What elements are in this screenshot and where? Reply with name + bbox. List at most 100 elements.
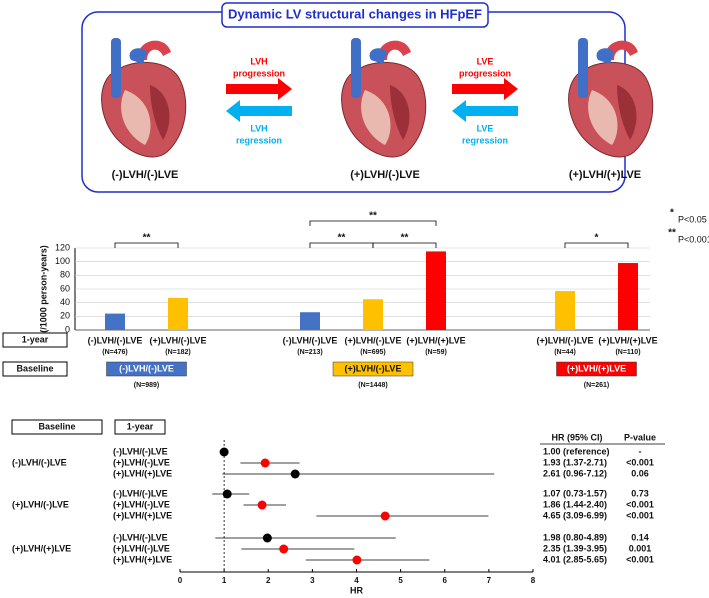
- x-tick-label: (-)LVH/(-)LVE: [88, 335, 143, 345]
- x-tick-label: (+)LVH/(-)LVE: [537, 335, 594, 345]
- x-tick-label: 8: [531, 576, 536, 585]
- significance-bracket: [309, 242, 374, 248]
- p-value: <0.001: [626, 499, 654, 509]
- y-tick-label: 40: [60, 297, 70, 307]
- title-box: [221, 2, 489, 28]
- x-tick-label: 5: [398, 576, 403, 585]
- header: 1-year: [127, 421, 154, 431]
- x-tick-label: 6: [443, 576, 448, 585]
- bar: [363, 299, 383, 330]
- transition-label: regression: [462, 135, 508, 145]
- significance-label: **: [401, 233, 409, 244]
- state-label: (-)LVH/(-)LVE: [112, 169, 179, 181]
- hr-label: 1.98 (0.80-4.89): [543, 532, 607, 542]
- n-label: (N=59): [425, 349, 447, 356]
- n-label: (N=44): [554, 349, 576, 356]
- hr-label: 1.07 (0.73-1.57): [543, 488, 607, 498]
- p-value: 0.06: [631, 468, 649, 478]
- y-tick-label: 80: [60, 270, 70, 280]
- n-label: (N=182): [165, 349, 190, 356]
- p-value: <0.001: [626, 510, 654, 520]
- group-label: (+)LVH/(+)LVE: [12, 543, 71, 553]
- significance-bracket: [372, 242, 437, 248]
- bar: [168, 297, 188, 330]
- row-label: (-)LVH/(-)LVE: [113, 488, 168, 498]
- row-label-box: [2, 332, 68, 348]
- row-label: (+)LVH/(-)LVE: [113, 499, 170, 509]
- baseline-n: (N=1448): [358, 382, 387, 389]
- hr-point: [262, 533, 272, 543]
- header-box: [114, 419, 166, 435]
- hr-point: [260, 458, 270, 468]
- x-tick-label: (+)LVH/(-)LVE: [150, 335, 207, 345]
- heart-icon: [568, 37, 654, 158]
- legend-label: P<0.05: [678, 214, 707, 224]
- baseline-badge: [106, 361, 187, 377]
- row-label: 1-year: [22, 334, 49, 344]
- n-label: (N=476): [102, 349, 127, 356]
- legend-symbol: *: [670, 208, 674, 219]
- x-tick-label: 3: [310, 576, 315, 585]
- baseline-badge: [332, 361, 414, 377]
- significance-label: **: [369, 211, 377, 222]
- group-label: (-)LVH/(-)LVE: [12, 457, 67, 467]
- transition-label: progression: [233, 68, 285, 78]
- transition-label: LVE: [477, 123, 494, 133]
- row-label: (+)LVH/(-)LVE: [113, 543, 170, 553]
- hr-label: 1.00 (reference): [543, 446, 610, 456]
- row-label: (-)LVH/(-)LVE: [113, 446, 168, 456]
- arrow-progression: [226, 78, 292, 100]
- row-label: (-)LVH/(-)LVE: [113, 532, 168, 542]
- row-label: (+)LVH/(-)LVE: [113, 457, 170, 467]
- hr-label: 1.93 (1.37-2.71): [543, 457, 607, 467]
- x-tick-label: (+)LVH/(-)LVE: [345, 335, 402, 345]
- n-label: (N=695): [360, 349, 385, 356]
- bar: [618, 263, 638, 330]
- x-tick-label: 0: [178, 576, 183, 585]
- y-tick-label: 120: [55, 242, 70, 252]
- significance-bracket: [564, 242, 629, 248]
- row-label: (+)LVH/(+)LVE: [113, 468, 172, 478]
- y-axis-label: (/1000 person-years): [38, 245, 48, 333]
- transition-label: progression: [459, 68, 511, 78]
- p-value: 0.001: [629, 543, 652, 553]
- bar: [105, 313, 125, 330]
- heart-icon: [101, 37, 187, 158]
- arrow-regression: [452, 100, 518, 122]
- baseline-n: (N=261): [584, 382, 609, 389]
- y-tick-label: 20: [60, 311, 70, 321]
- heart-icon: [341, 37, 427, 158]
- y-tick-label: 100: [55, 256, 70, 266]
- transition-label: LVE: [477, 56, 494, 66]
- x-tick-label: (-)LVH/(-)LVE: [283, 335, 338, 345]
- y-tick-label: 0: [65, 324, 70, 334]
- hr-point: [279, 544, 289, 554]
- y-tick-label: 60: [60, 283, 70, 293]
- baseline-label: (-)LVH/(-)LVE: [119, 363, 174, 373]
- arrow-progression: [452, 78, 518, 100]
- hr-point: [219, 447, 229, 457]
- n-label: (N=213): [297, 349, 322, 356]
- legend-label: P<0.001: [678, 234, 709, 244]
- transition-label: LVH: [250, 56, 267, 66]
- p-value: 0.14: [631, 532, 649, 542]
- p-value: <0.001: [626, 457, 654, 467]
- p-value: 0.73: [631, 488, 649, 498]
- legend-symbol: **: [668, 228, 676, 239]
- header-box: [11, 419, 103, 435]
- bar: [426, 251, 446, 330]
- significance-bracket: [309, 220, 437, 226]
- significance-label: **: [338, 233, 346, 244]
- baseline-n: (N=989): [134, 382, 159, 389]
- row-label: (+)LVH/(+)LVE: [113, 510, 172, 520]
- hr-label: 4.65 (3.09-6.99): [543, 510, 607, 520]
- x-tick-label: 1: [222, 576, 227, 585]
- header: Baseline: [38, 421, 75, 431]
- x-tick-label: 2: [266, 576, 271, 585]
- hr-point: [290, 469, 300, 479]
- row-label: (+)LVH/(+)LVE: [113, 554, 172, 564]
- significance-bracket: [114, 242, 179, 248]
- bar: [555, 291, 575, 330]
- row-label: Baseline: [16, 363, 53, 373]
- baseline-label: (+)LVH/(+)LVE: [567, 363, 626, 373]
